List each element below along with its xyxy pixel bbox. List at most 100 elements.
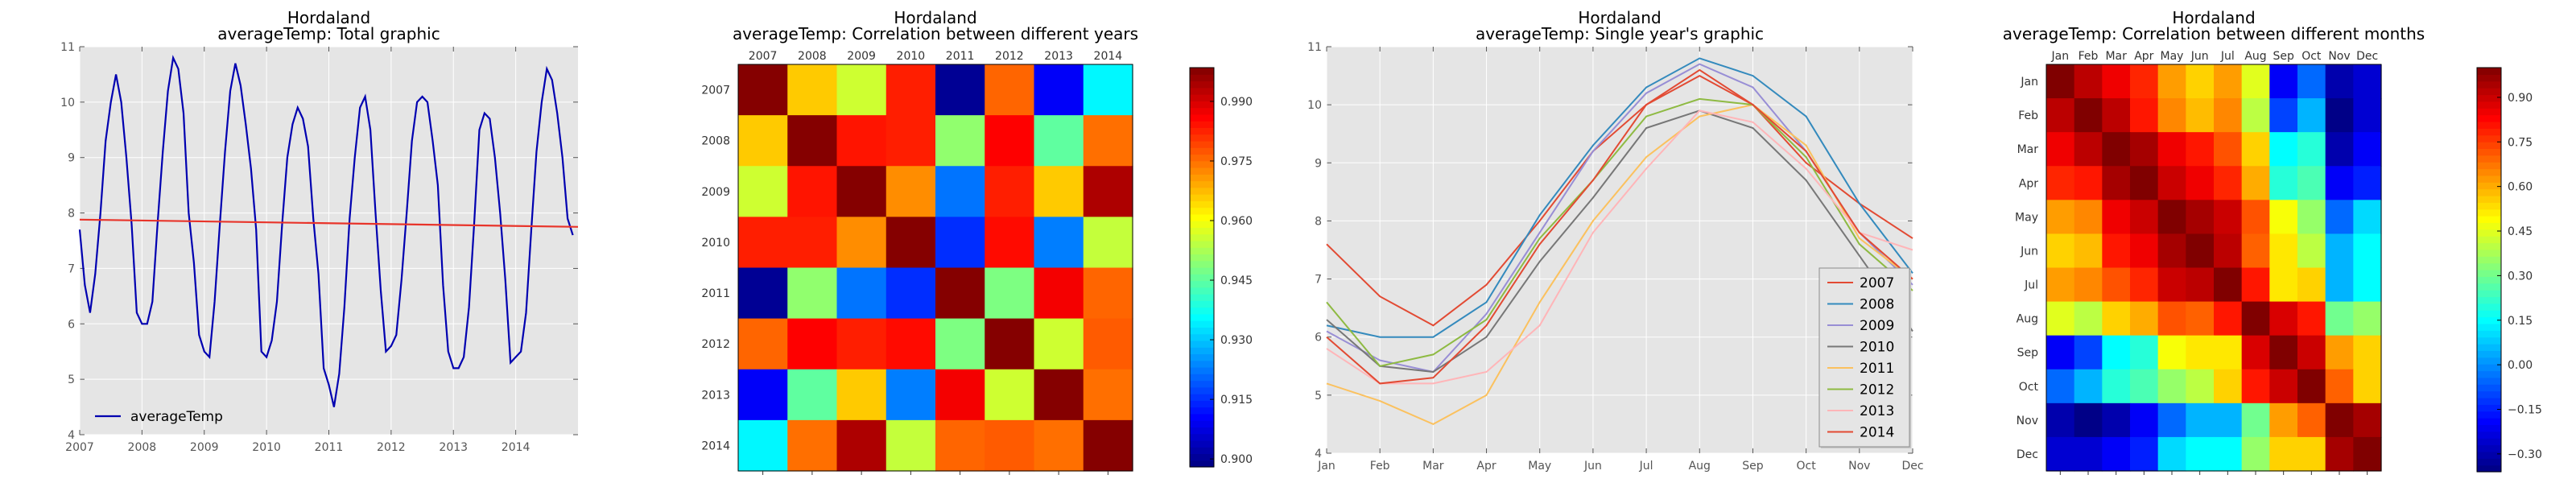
heatmap-cell-Sep-Nov: [2325, 335, 2354, 370]
heatmap-cell-Mar-Mar: [2102, 132, 2131, 167]
heatmap-cell-2011-2009: [836, 267, 887, 320]
chart-title: Hordaland: [894, 8, 976, 27]
y-tick-label: Dec: [2017, 448, 2038, 461]
colorbar-segment: [1190, 247, 1214, 255]
y-tick-label: 2013: [701, 389, 730, 402]
heatmap-cell-Mar-Dec: [2353, 132, 2382, 167]
colorbar-segment: [1190, 386, 1214, 394]
colorbar-segment: [2477, 364, 2501, 372]
heatmap-cell-Mar-Apr: [2130, 132, 2159, 167]
series-line-2014: [1326, 68, 1913, 385]
colorbar-segment: [2477, 458, 2501, 466]
colorbar-segment: [2477, 88, 2501, 96]
colorbar-segment: [1190, 147, 1214, 155]
chart-single-year: Hordaland averageTemp: Single year's grap…: [1288, 0, 1932, 483]
heatmap-cell-Aug-Sep: [2269, 301, 2298, 336]
heatmap-cell-2007-2010: [886, 64, 936, 116]
heatmap-cell-Oct-Mar: [2102, 369, 2131, 404]
series-line-2013: [1326, 109, 1913, 385]
heatmap-cell-2009-2010: [886, 166, 936, 217]
heatmap-cell-Mar-Nov: [2325, 132, 2354, 167]
heatmap-cell-Oct-Jun: [2186, 369, 2215, 404]
heatmap-cell-Jun-Nov: [2325, 233, 2354, 269]
colorbar-segment: [2477, 114, 2501, 122]
chart-total-graphic: Hordaland averageTemp: Total graphic 4 5 6 7 8…: [0, 0, 644, 483]
colorbar-segment: [1190, 140, 1214, 148]
colorbar-segment: [2477, 74, 2501, 82]
colorbar-tick-label: 0.930: [1220, 334, 1253, 347]
y-tick-label: 9: [1315, 157, 1322, 170]
heatmap-cell-2012-2013: [1034, 318, 1084, 370]
series-line-trend-1: [79, 218, 579, 228]
y-tick-label: Aug: [2017, 313, 2038, 326]
heatmap-cell-Jan-Dec: [2353, 64, 2382, 99]
x-tick-label: Oct: [1797, 460, 1817, 473]
colorbar-segment: [2477, 222, 2501, 230]
colorbar-segment: [2477, 229, 2501, 237]
heatmap-cell-2014-2007: [738, 419, 788, 472]
colorbar-segment: [2477, 68, 2501, 75]
colorbar-tick-label: 0.90: [2508, 92, 2533, 105]
heatmap-cell-Jul-Oct: [2297, 267, 2326, 303]
colorbar-segment: [1190, 327, 1214, 335]
heatmap-cell-Dec-Feb: [2074, 436, 2103, 472]
colorbar-segment: [2477, 101, 2501, 109]
x-tick-label: 2009: [847, 50, 876, 63]
x-tick-label: 2007: [65, 441, 94, 454]
heatmap-cell-Jun-Jul: [2214, 233, 2243, 269]
colorbar-segment: [1190, 394, 1214, 401]
x-tick-label: Mar: [2105, 50, 2127, 63]
colorbar-segment: [1190, 400, 1214, 408]
heatmap-cell-Oct-Sep: [2269, 369, 2298, 404]
heatmap-cell-Jun-Apr: [2130, 233, 2159, 269]
x-tick-label: 2013: [1044, 50, 1073, 63]
heatmap-cell-Aug-Dec: [2353, 301, 2382, 336]
heatmap-cell-Aug-Oct: [2297, 301, 2326, 336]
heatmap-cell-Mar-Feb: [2074, 132, 2103, 167]
heatmap-cell-2008-2009: [836, 115, 887, 167]
colorbar-segment: [1190, 440, 1214, 448]
y-tick-label: 6: [1315, 332, 1322, 345]
heatmap-cell-Nov-Oct: [2297, 402, 2326, 438]
heatmap-cell-Jan-Aug: [2241, 64, 2270, 99]
x-tick-label: Jul: [2220, 50, 2235, 63]
heatmap-cell-Dec-Mar: [2102, 436, 2131, 472]
y-tick-label: 4: [68, 429, 75, 442]
y-tick-label: 10: [1307, 99, 1322, 112]
heatmap-cell-Nov-Jan: [2046, 402, 2075, 438]
heatmap-cell-Feb-Jul: [2214, 98, 2243, 133]
x-tick-label: Jan: [1317, 460, 1335, 473]
heatmap-cell-Sep-Oct: [2297, 335, 2326, 370]
colorbar-segment: [2477, 195, 2501, 203]
heatmap-cell-Aug-Nov: [2325, 301, 2354, 336]
colorbar-border: [2476, 67, 2502, 473]
legend-label-2007: 2007: [1860, 275, 1894, 291]
colorbar-segment: [2477, 148, 2501, 156]
chart-title: Hordaland: [2172, 8, 2255, 27]
heatmap-cell-2010-2007: [738, 217, 788, 269]
heatmap-cell-Jul-Dec: [2353, 267, 2382, 303]
colorbar-segment: [2477, 242, 2501, 250]
heatmap-cell-May-Dec: [2353, 200, 2382, 235]
heatmap-cell-Oct-Feb: [2074, 369, 2103, 404]
x-tick-label: 2012: [377, 441, 406, 454]
y-tick-label: 11: [1307, 41, 1322, 54]
y-tick-label: 4: [1315, 448, 1322, 460]
heatmap-cell-Mar-Sep: [2269, 132, 2298, 167]
heatmap-cell-Jul-May: [2157, 267, 2186, 303]
colorbar-segment: [2477, 188, 2501, 196]
colorbar-segment: [2477, 424, 2501, 432]
heatmap-cell-2010-2010: [886, 217, 936, 269]
heatmap-cell-2009-2007: [738, 166, 788, 217]
colorbar-segment: [1190, 74, 1214, 82]
heatmap-cell-Apr-Dec: [2353, 166, 2382, 200]
series-line-2007: [1326, 74, 1913, 327]
heatmap-cell-Oct-Jan: [2046, 369, 2075, 404]
x-tick-label: Feb: [1370, 460, 1390, 473]
colorbar-segment: [2477, 249, 2501, 257]
heatmap-cell-Oct-Oct: [2297, 369, 2326, 404]
x-tick-label: 2014: [502, 441, 530, 454]
x-tick-label: 2014: [1094, 50, 1123, 63]
heatmap-cell-2012-2012: [985, 318, 1035, 370]
